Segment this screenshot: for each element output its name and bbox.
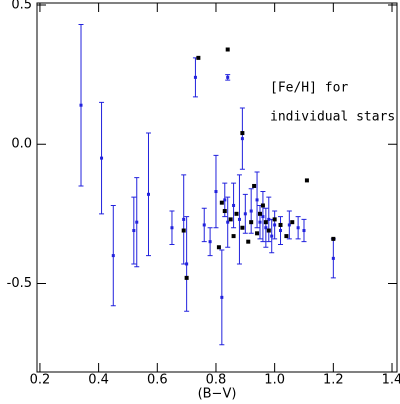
y-tick-label: 0.0 <box>11 137 32 152</box>
data-point <box>181 228 186 233</box>
data-point <box>220 295 224 299</box>
x-tick-label: 0.4 <box>88 373 109 388</box>
data-point <box>225 47 230 52</box>
data-point <box>302 229 306 233</box>
data-point <box>246 239 251 244</box>
data-point <box>228 217 233 222</box>
data-point <box>232 203 236 207</box>
data-point <box>260 203 265 208</box>
data-point <box>240 225 245 230</box>
data-point <box>255 198 259 202</box>
data-point <box>255 231 260 236</box>
data-point <box>216 245 221 250</box>
x-tick-label: 0.8 <box>206 373 227 388</box>
data-point <box>249 220 254 225</box>
data-point <box>284 234 289 239</box>
annotation: individual stars <box>270 110 395 125</box>
data-point <box>258 220 262 224</box>
data-point <box>202 223 206 227</box>
data-point <box>331 236 336 241</box>
data-point <box>304 178 309 183</box>
data-point <box>296 226 300 230</box>
data-point <box>234 211 239 216</box>
data-point <box>146 192 150 196</box>
data-point <box>273 223 277 227</box>
data-point <box>264 226 268 230</box>
data-point <box>214 190 218 194</box>
plot-frame <box>36 2 398 373</box>
data-point <box>270 234 274 238</box>
x-tick-label: 0.6 <box>147 373 168 388</box>
data-point <box>208 240 212 244</box>
x-tick-label: 0.2 <box>30 373 51 388</box>
data-point <box>252 183 257 188</box>
data-point <box>226 75 230 79</box>
data-point <box>135 220 139 224</box>
data-point <box>193 75 197 79</box>
data-point <box>272 217 277 222</box>
data-point <box>249 209 253 213</box>
y-tick-label: -0.5 <box>7 276 32 291</box>
data-point <box>222 209 227 214</box>
data-point <box>331 256 335 260</box>
data-point <box>185 262 189 266</box>
x-axis-label: (B−V) <box>198 387 237 402</box>
data-point <box>243 212 247 216</box>
data-point <box>231 234 236 239</box>
y-tick-label: 0.5 <box>11 0 32 12</box>
data-point <box>79 103 83 107</box>
data-point <box>287 223 291 227</box>
data-point <box>279 229 283 233</box>
data-point <box>226 220 230 224</box>
data-point <box>240 131 245 136</box>
data-point <box>111 254 115 258</box>
data-point <box>290 220 295 225</box>
data-point <box>100 156 104 160</box>
data-point <box>132 229 136 233</box>
data-point <box>196 55 201 60</box>
data-point <box>257 211 262 216</box>
x-tick-label: 1.4 <box>382 373 400 388</box>
x-tick-label: 1.2 <box>323 373 344 388</box>
data-point <box>266 228 271 233</box>
data-point <box>219 200 224 205</box>
data-point <box>261 215 265 219</box>
data-point <box>182 217 186 221</box>
data-point <box>240 137 244 141</box>
data-point <box>170 226 174 230</box>
data-point <box>184 275 189 280</box>
data-point <box>278 222 283 227</box>
data-point <box>223 198 227 202</box>
data-point <box>267 217 271 221</box>
data-point <box>263 220 268 225</box>
data-point <box>237 217 241 221</box>
x-tick-label: 1.0 <box>264 373 285 388</box>
annotation: [Fe/H] for <box>270 81 348 96</box>
